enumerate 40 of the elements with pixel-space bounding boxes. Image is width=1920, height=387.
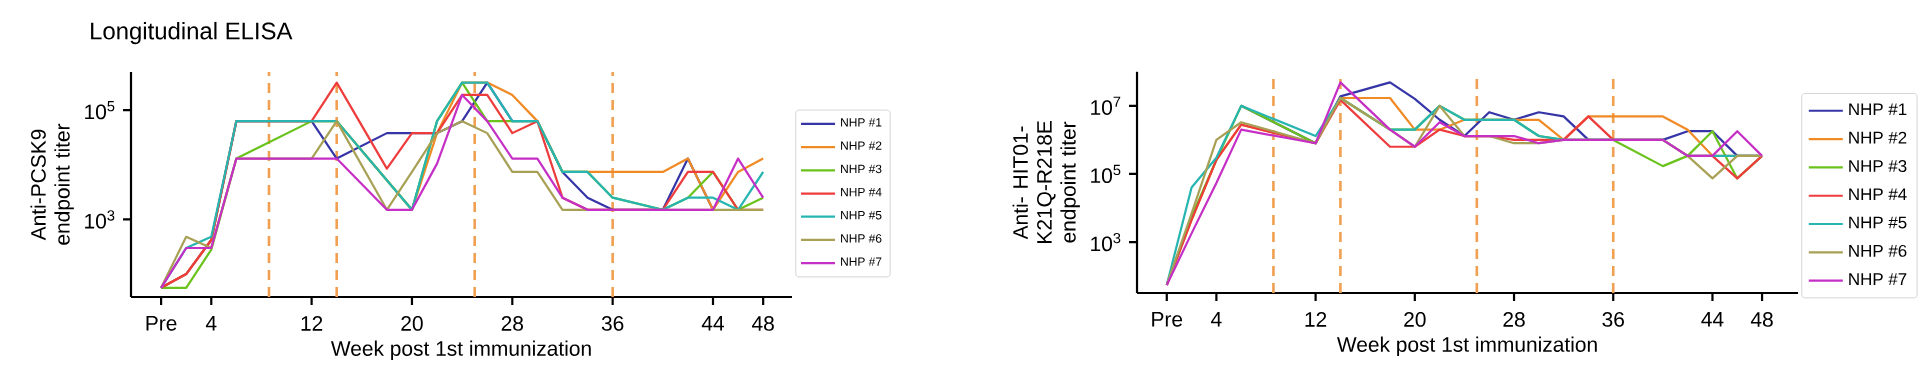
legend-label: NHP #2 xyxy=(1849,131,1907,144)
legend-label: NHP #6 xyxy=(1849,244,1907,257)
x-axis-title: Week post 1st immunization xyxy=(330,340,591,361)
legend-label: NHP #1 xyxy=(841,118,882,127)
x-tick-label: 36 xyxy=(601,316,624,331)
y-tick-label: 10$^{3}$ xyxy=(1091,232,1121,252)
x-axis-title: Week post 1st immunization xyxy=(1336,336,1597,357)
y-axis-title: Anti-PCSK9 endpoint titer xyxy=(30,123,74,245)
legend-label: NHP #7 xyxy=(1849,273,1907,285)
x-tick-label: 4 xyxy=(1211,312,1222,327)
x-tick-label: 28 xyxy=(1503,312,1525,327)
x-tick-label: 20 xyxy=(401,316,423,331)
x-tick-label: 12 xyxy=(301,316,323,331)
legend-label: NHP #3 xyxy=(841,164,882,174)
x-tick-label: 20 xyxy=(1404,312,1426,327)
y-tick-label: 10$^{3}$ xyxy=(85,210,115,229)
y-tick-label: 10$^{7}$ xyxy=(1091,96,1121,115)
x-tick-label: Pre xyxy=(1152,312,1183,327)
legend-label: NHP #4 xyxy=(1849,188,1907,201)
legend-label: NHP #2 xyxy=(841,141,882,150)
x-tick-label: 4 xyxy=(205,316,217,331)
x-tick-label: 44 xyxy=(701,316,724,331)
legend-label: NHP #1 xyxy=(1849,103,1907,116)
y-axis-title: Anti- HIT01- K21Q-R218E endpoint titer xyxy=(1012,121,1080,243)
x-tick-label: 36 xyxy=(1602,312,1624,327)
x-tick-label: 12 xyxy=(1305,312,1327,327)
x-tick-label: 48 xyxy=(1750,312,1773,327)
y-tick-label: 10$^{5}$ xyxy=(1091,164,1121,184)
x-tick-label: Pre xyxy=(146,316,177,331)
y-tick-label: 10$^{5}$ xyxy=(85,101,115,120)
chart-title: Longitudinal ELISA xyxy=(91,21,293,45)
legend-label: NHP #5 xyxy=(1849,216,1907,229)
legend-label: NHP #6 xyxy=(841,234,882,243)
x-tick-label: 28 xyxy=(501,316,524,331)
x-tick-label: 48 xyxy=(751,316,774,331)
x-tick-label: 44 xyxy=(1701,312,1724,327)
legend-label: NHP #3 xyxy=(1849,160,1907,173)
legend-label: NHP #5 xyxy=(841,211,882,220)
legend-label: NHP #4 xyxy=(841,187,882,197)
legend-label: NHP #7 xyxy=(841,257,882,266)
